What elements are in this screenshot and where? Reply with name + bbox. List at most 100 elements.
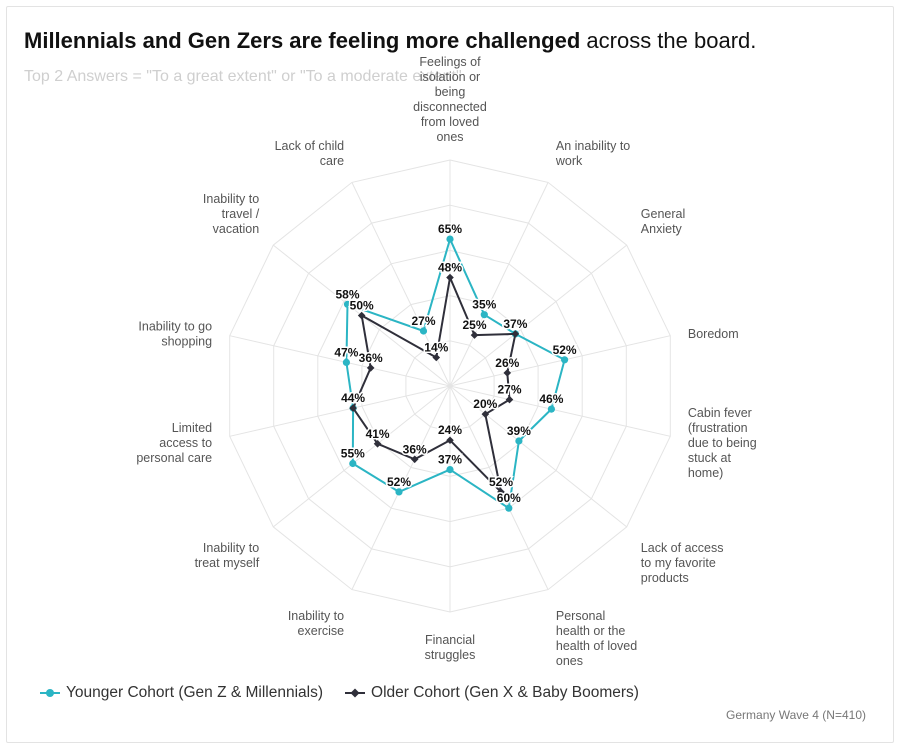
data-label: 25%: [462, 318, 486, 332]
data-point: [432, 353, 441, 362]
data-label: 65%: [438, 222, 462, 236]
category-label-line: access to: [159, 436, 212, 450]
category-label-line: products: [641, 571, 689, 585]
category-label: Inability to exercise: [288, 609, 344, 638]
category-label: An inability to work: [555, 139, 630, 168]
category-label: General Anxiety: [641, 207, 685, 236]
category-label: Inability to treat myself: [195, 541, 260, 570]
category-label-line: Feelings of: [419, 55, 481, 69]
data-point: [419, 327, 428, 335]
data-point: [511, 330, 520, 338]
chart-subtitle: Top 2 Answers = "To a great extent" or "…: [24, 68, 462, 85]
chart-title-bold: Millennials and Gen Zers are feeling mor…: [24, 28, 581, 53]
data-label: 44%: [341, 391, 365, 405]
series-younger: [342, 235, 569, 512]
data-point: [446, 436, 454, 445]
category-label-line: health or the: [556, 624, 626, 638]
grid-spoke: [449, 182, 549, 387]
category-label-line: Lack of access: [641, 541, 724, 555]
data-label: 47%: [334, 345, 358, 359]
category-label: Inability to go shopping: [138, 320, 212, 349]
category-label-line: care: [320, 154, 344, 168]
legend-label-younger: Younger Cohort (Gen Z & Millennials): [66, 684, 324, 701]
data-label: 48%: [438, 261, 462, 275]
grid-spoke: [351, 385, 451, 590]
category-label-line: personal care: [136, 451, 212, 465]
chart-title: Millennials and Gen Zers are feeling mor…: [24, 28, 756, 54]
data-point: [366, 364, 375, 372]
category-label: Financial struggles: [425, 633, 476, 662]
data-point: [505, 395, 514, 404]
data-point: [547, 405, 556, 413]
category-label-line: home): [688, 466, 723, 480]
data-point: [446, 273, 454, 282]
data-point: [561, 356, 569, 364]
data-label: 39%: [507, 424, 531, 438]
data-label: 36%: [359, 351, 383, 365]
category-label-line: Inability to: [288, 609, 344, 623]
chart-title-rest: across the board.: [580, 28, 757, 53]
grid-spoke: [449, 244, 628, 387]
grid-spoke: [229, 335, 451, 387]
category-label: Personal health or the health of loved ones: [556, 609, 637, 668]
category-label-line: shopping: [161, 335, 212, 349]
category-label-line: Inability to: [203, 192, 259, 206]
category-label-line: Personal: [556, 609, 605, 623]
category-label: Inability to travel / vacation: [203, 192, 260, 236]
category-label: Boredom: [688, 327, 739, 341]
data-label: 46%: [539, 392, 563, 406]
category-label-line: travel /: [222, 207, 260, 221]
data-point: [446, 466, 454, 474]
category-label-line: Lack of child: [275, 139, 345, 153]
grid-spoke: [449, 385, 671, 437]
category-label-line: Inability to: [203, 541, 259, 555]
category-label-line: disconnected: [413, 100, 487, 114]
data-label: 20%: [473, 397, 497, 411]
data-label: 14%: [424, 341, 448, 355]
category-label-line: An inability to: [556, 139, 630, 153]
data-point: [349, 404, 357, 412]
category-label: Feelings of isolation or being disconnected…: [413, 55, 487, 144]
data-point: [357, 311, 366, 320]
category-label-line: ones: [436, 130, 463, 144]
category-label-line: stuck at: [688, 451, 732, 465]
data-point: [342, 358, 350, 366]
data-point: [503, 369, 512, 377]
category-label-line: ones: [556, 654, 583, 668]
data-label: 36%: [403, 442, 427, 456]
data-point: [349, 459, 357, 468]
data-label: 52%: [553, 343, 577, 357]
data-label: 37%: [503, 317, 527, 331]
data-label: 58%: [335, 287, 359, 301]
legend-item-older: Older Cohort (Gen X & Baby Boomers): [345, 684, 639, 702]
data-label: 60%: [497, 491, 521, 505]
footnote: Germany Wave 4 (N=410): [726, 708, 866, 722]
legend-swatch-younger-icon: [40, 687, 60, 699]
category-label: Lack of access to my favorite products: [641, 541, 724, 585]
data-label: 37%: [438, 453, 462, 467]
category-label-line: due to being: [688, 436, 757, 450]
data-label: 35%: [472, 298, 496, 312]
grid-spoke: [449, 385, 549, 590]
legend-item-younger: Younger Cohort (Gen Z & Millennials): [40, 684, 323, 702]
grid-spoke: [449, 385, 628, 528]
data-label: 44%: [341, 391, 365, 405]
data-point: [481, 410, 490, 418]
category-label-line: vacation: [213, 222, 260, 236]
grid-spoke: [449, 335, 671, 387]
category-label-line: Inability to go: [138, 320, 212, 334]
category-label-line: Anxiety: [641, 222, 683, 236]
category-label-line: from loved: [421, 115, 479, 129]
category-label-line: work: [555, 154, 583, 168]
category-label-line: to my favorite: [641, 556, 716, 570]
category-label: Lack of child care: [275, 139, 345, 168]
data-label: 24%: [438, 423, 462, 437]
data-point: [497, 488, 505, 496]
data-point: [373, 439, 382, 448]
category-label-line: isolation or: [420, 70, 480, 84]
grid-spoke: [229, 385, 451, 437]
data-point: [343, 300, 352, 308]
category-label-line: struggles: [425, 648, 476, 662]
data-label: 52%: [387, 475, 411, 489]
